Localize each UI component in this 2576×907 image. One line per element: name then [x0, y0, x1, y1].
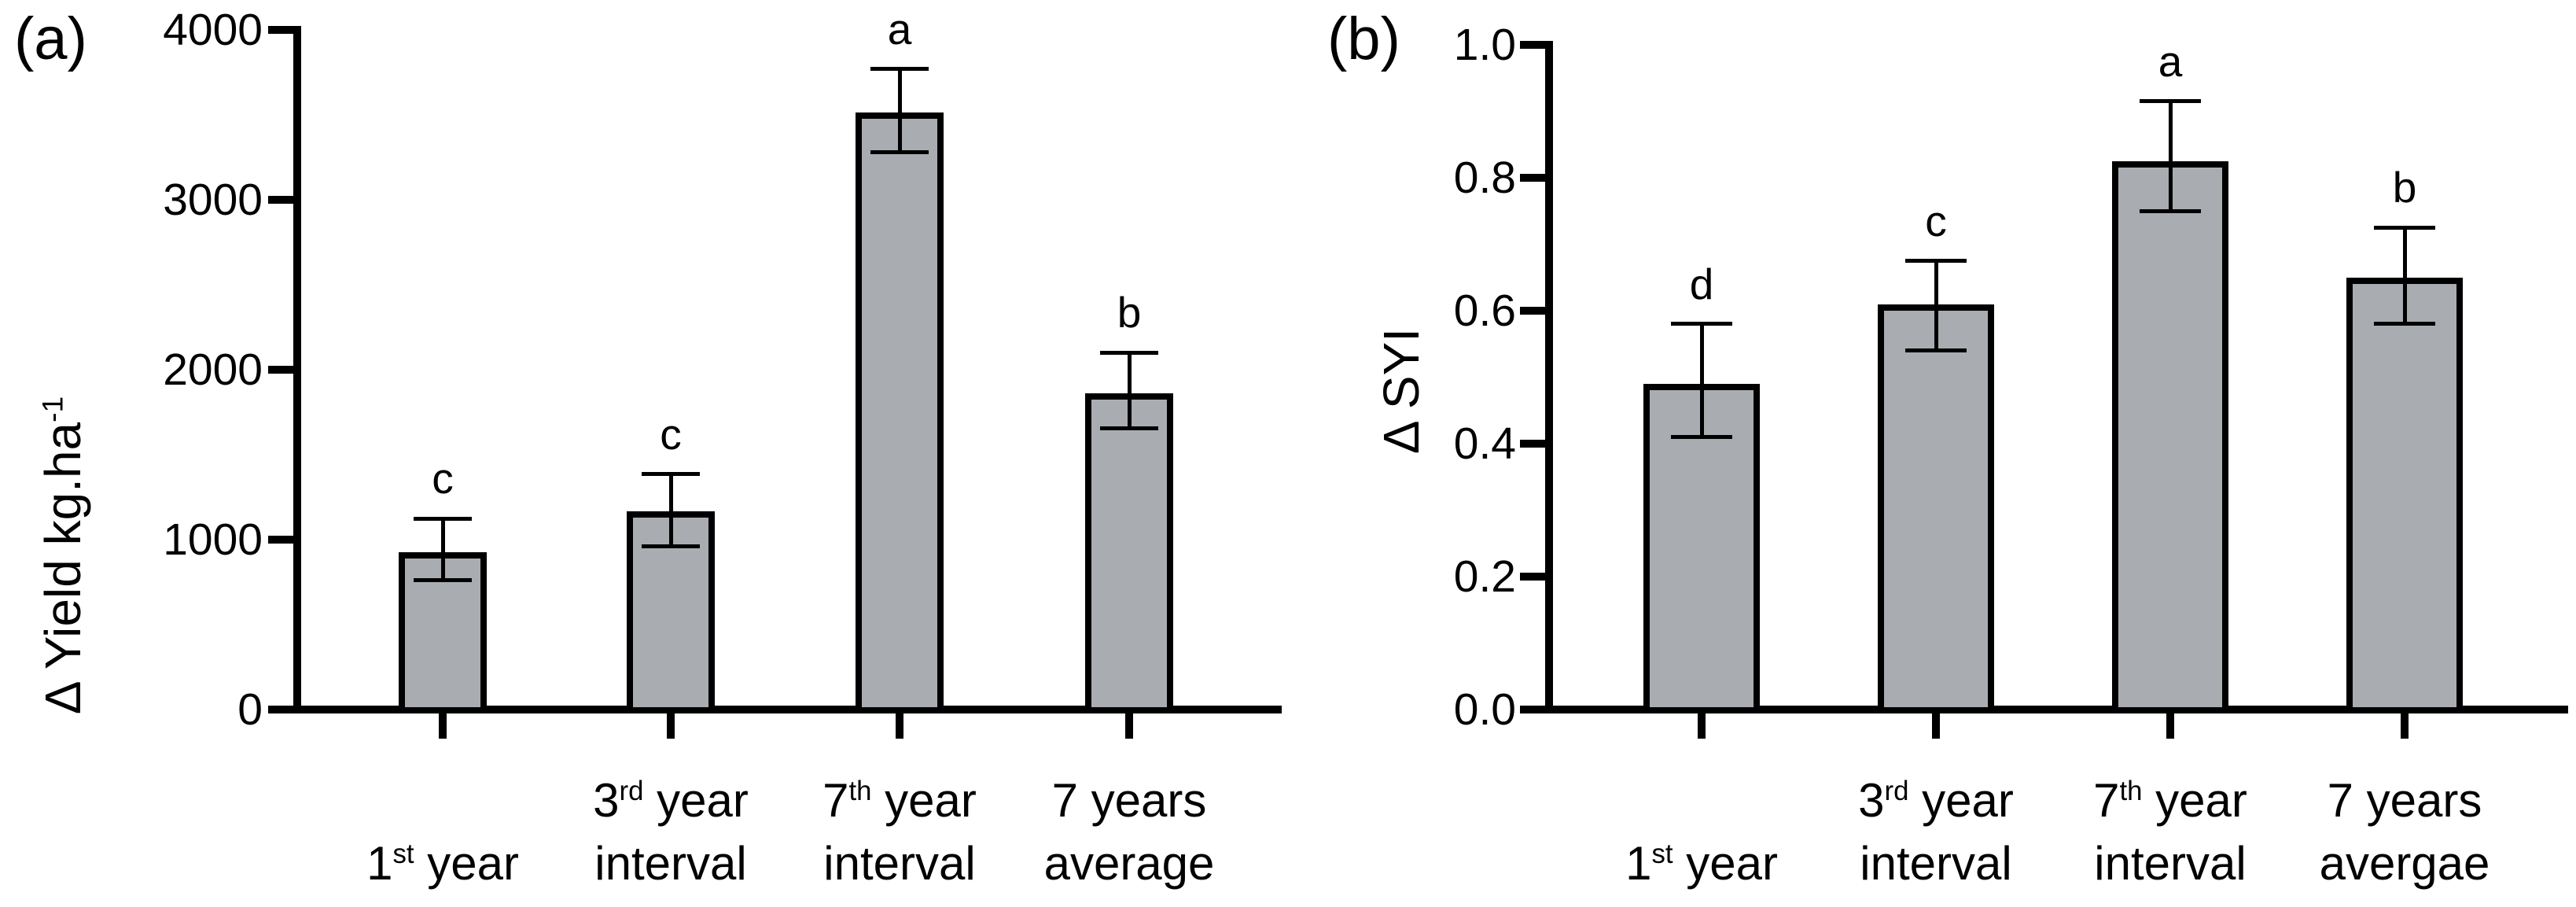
y-tick: [268, 536, 293, 544]
y-tick-label: 0.8: [1453, 153, 1516, 203]
error-bar-cap-top: [2140, 99, 2201, 104]
error-bar-line: [2168, 101, 2173, 212]
x-tick: [896, 713, 903, 739]
y-tick-label: 0.6: [1453, 286, 1516, 336]
error-bar-cap-top: [1905, 259, 1967, 264]
y-tick-label: 0.4: [1453, 418, 1516, 469]
error-bar-cap-bottom: [2140, 208, 2201, 213]
sig-letter: b: [2392, 163, 2417, 212]
error-bar-cap-top: [870, 67, 929, 72]
error-bar-cap-bottom: [2374, 322, 2435, 326]
y-tick-label: 2000: [163, 345, 263, 395]
error-bar-cap-top: [2374, 225, 2435, 230]
x-category-label-7-years-average: 7 years average: [1043, 774, 1215, 890]
sig-letter: a: [2158, 36, 2183, 86]
y-tick: [1520, 41, 1545, 49]
y-tick: [268, 366, 293, 374]
bar-7-years-avergae: [2346, 277, 2463, 713]
y-tick-label: 0.0: [1453, 684, 1516, 735]
y-axis-line: [293, 26, 301, 713]
error-bar-line: [668, 474, 673, 547]
error-bar-line: [1699, 323, 1704, 437]
y-tick: [268, 706, 293, 713]
error-bar-cap-top: [1100, 350, 1158, 355]
panel-b-label: (b): [1327, 6, 1400, 72]
error-bar-cap-top: [1671, 322, 1732, 326]
y-tick-label: 0: [237, 684, 263, 735]
error-bar-cap-bottom: [1671, 435, 1732, 440]
error-bar-line: [897, 68, 902, 153]
sig-letter: d: [1689, 259, 1714, 308]
x-axis-line: [293, 706, 1282, 713]
y-axis-label: Δ SYI: [1373, 327, 1430, 455]
sig-letter: a: [887, 4, 912, 53]
x-tick: [667, 713, 675, 739]
y-tick: [1520, 307, 1545, 315]
y-tick: [268, 196, 293, 204]
y-tick: [1520, 573, 1545, 581]
bar-3rd-year-interval: [1878, 304, 1994, 713]
x-tick: [2401, 713, 2409, 739]
x-category-label-3rd-year-interval: 3rd year interval: [593, 774, 749, 890]
error-bar-cap-bottom: [642, 544, 700, 549]
x-axis-line: [1545, 706, 2568, 713]
error-bar-line: [2402, 227, 2407, 324]
y-tick-label: 0.2: [1453, 551, 1516, 602]
y-tick-label: 4000: [163, 5, 263, 55]
x-tick: [1125, 713, 1133, 739]
error-bar-cap-bottom: [1905, 348, 1967, 353]
x-category-label-1st-year: 1st year: [366, 837, 519, 890]
error-bar-cap-bottom: [870, 150, 929, 155]
x-category-label-1st-year: 1st year: [1625, 837, 1778, 890]
y-tick: [1520, 706, 1545, 713]
bar-7th-year-interval: [856, 112, 944, 713]
bar-7th-year-interval: [2112, 160, 2228, 713]
y-tick-label: 3000: [163, 175, 263, 225]
error-bar-cap-bottom: [1100, 426, 1158, 431]
error-bar-cap-bottom: [414, 578, 472, 583]
x-tick: [439, 713, 447, 739]
y-axis-line: [1545, 41, 1553, 713]
x-tick: [2166, 713, 2174, 739]
sig-letter: c: [660, 409, 682, 459]
error-bar-line: [1127, 352, 1132, 429]
sig-letter: c: [432, 454, 454, 503]
x-category-label-7th-year-interval: 7th year interval: [2093, 774, 2247, 890]
error-bar-line: [1934, 260, 1938, 351]
y-tick: [1520, 174, 1545, 182]
x-category-label-3rd-year-interval: 3rd year interval: [1858, 774, 2014, 890]
x-category-label-7-years-avergae: 7 years avergae: [2319, 774, 2490, 890]
error-bar-line: [440, 518, 445, 581]
sig-letter: c: [1925, 196, 1947, 245]
y-tick: [1520, 440, 1545, 448]
sig-letter: b: [1117, 288, 1142, 337]
error-bar-cap-top: [414, 516, 472, 521]
x-tick: [1698, 713, 1706, 739]
error-bar-cap-top: [642, 472, 700, 477]
y-tick: [268, 26, 293, 34]
panel-a-label: (a): [14, 6, 87, 72]
y-tick-label: 1.0: [1453, 20, 1516, 70]
y-tick-label: 1000: [163, 514, 263, 565]
bar-7-years-average: [1085, 393, 1173, 713]
x-category-label-7th-year-interval: 7th year interval: [822, 774, 977, 890]
x-tick: [1932, 713, 1940, 739]
